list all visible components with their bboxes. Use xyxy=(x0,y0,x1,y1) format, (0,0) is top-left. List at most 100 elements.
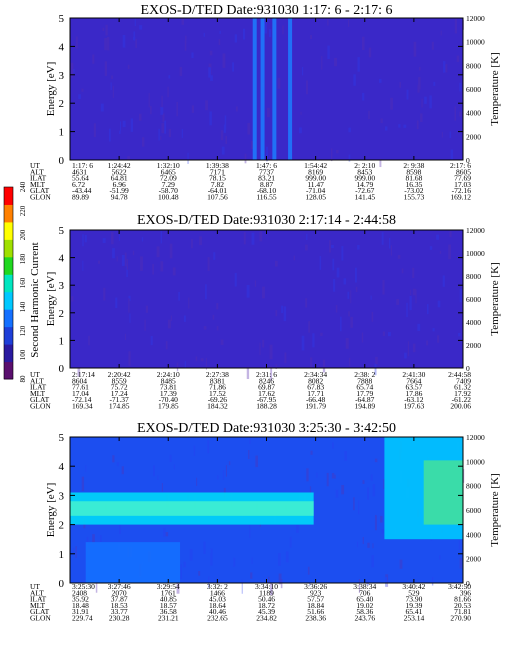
texture-streak xyxy=(224,115,227,130)
colorbar-label: Second Harmonic Current xyxy=(29,242,41,357)
texture-streak xyxy=(396,299,400,305)
texture-streak xyxy=(382,280,385,295)
colorbar-segment xyxy=(4,274,13,293)
texture-streak xyxy=(299,127,302,134)
ephemeris-value: -72.67 xyxy=(355,186,375,195)
texture-streak xyxy=(121,254,125,266)
y2-tick-label: 10000 xyxy=(466,457,485,466)
ephemeris-value: 73.81 xyxy=(160,383,177,392)
texture-streak xyxy=(121,466,124,475)
texture-streak xyxy=(284,352,287,364)
ephemeris-value: 16.35 xyxy=(405,180,422,189)
ephemeris-value: 67.83 xyxy=(307,383,324,392)
texture-streak xyxy=(77,367,81,377)
texture-streak xyxy=(223,124,226,133)
texture-streak xyxy=(126,259,129,270)
texture-streak xyxy=(152,263,154,275)
texture-streak xyxy=(205,284,207,300)
spectrogram-background xyxy=(70,230,463,368)
texture-streak xyxy=(387,332,391,337)
texture-streak xyxy=(167,319,171,329)
y2-tick-label: 10000 xyxy=(466,249,485,258)
texture-streak xyxy=(99,534,102,545)
texture-streak xyxy=(385,577,388,587)
intensity-band xyxy=(423,460,463,525)
intensity-spike xyxy=(252,18,257,160)
colorbar-segment xyxy=(4,239,13,258)
texture-streak xyxy=(176,362,179,372)
y2-tick-label: 6000 xyxy=(466,295,481,304)
texture-streak xyxy=(251,557,253,564)
texture-streak xyxy=(331,472,335,479)
colorbar-tick-label: 180 xyxy=(19,253,27,264)
y2-tick-label: 2000 xyxy=(466,555,481,564)
texture-streak xyxy=(210,553,213,566)
y-tick-label: 3 xyxy=(59,280,65,292)
texture-streak xyxy=(399,82,402,88)
texture-streak xyxy=(347,291,350,299)
texture-streak xyxy=(82,234,84,247)
texture-streak xyxy=(111,75,113,79)
ephemeris-value: 3:27:46 xyxy=(108,582,131,591)
texture-streak xyxy=(427,304,429,315)
ephemeris-value: 3:32: 2 xyxy=(207,582,228,591)
texture-streak xyxy=(97,260,100,264)
texture-streak xyxy=(250,572,253,579)
texture-streak xyxy=(181,18,184,25)
y-tick-label: 2 xyxy=(59,98,65,110)
texture-streak xyxy=(198,570,201,576)
texture-streak xyxy=(75,546,77,558)
colorbar-segment xyxy=(4,326,13,345)
ephemeris-value: -71.37 xyxy=(109,395,129,404)
texture-streak xyxy=(81,88,84,92)
panel-title: EXOS-D/TED Date:931030 1:17: 6 - 2:17: 6 xyxy=(141,3,393,18)
texture-streak xyxy=(267,576,270,584)
y-tick-label: 3 xyxy=(59,490,65,502)
colorbar-segment xyxy=(4,187,13,205)
texture-streak xyxy=(285,551,289,563)
ephemeris-value: 2:17: 6 xyxy=(450,161,471,170)
texture-streak xyxy=(225,465,228,477)
ephemeris-value: -64.87 xyxy=(355,395,375,404)
ephemeris-value: 3:29:54 xyxy=(157,582,180,591)
ephemeris-value: 33.77 xyxy=(111,607,128,616)
panel-2: EXOS-D/TED Date:931030 2:17:14 - 2:44:58… xyxy=(30,213,501,411)
texture-streak xyxy=(208,576,210,588)
ephemeris-value: 169.12 xyxy=(450,193,471,202)
texture-streak xyxy=(78,94,81,100)
ephemeris-value: 8453 xyxy=(357,167,372,176)
colorbar: 80 100 120 140 160 180 200 220 240 Second Harmoni… xyxy=(3,181,41,383)
texture-streak xyxy=(178,291,180,301)
ephemeris-value: -61.22 xyxy=(452,395,472,404)
ephemeris-value: 72.09 xyxy=(160,174,177,183)
ephemeris-value: 1466 xyxy=(210,588,225,597)
texture-streak xyxy=(173,464,175,470)
texture-streak xyxy=(370,474,373,481)
y2-axis-label: Temperature [K] xyxy=(489,262,501,335)
texture-streak xyxy=(357,57,360,72)
colorbar-segment xyxy=(4,204,13,223)
texture-streak xyxy=(209,111,212,126)
ephemeris-value: 65.41 xyxy=(405,607,422,616)
ephemeris-value: -63.12 xyxy=(404,395,424,404)
texture-streak xyxy=(133,31,136,41)
texture-streak xyxy=(262,286,265,299)
ephemeris-value: 8169 xyxy=(308,167,323,176)
texture-streak xyxy=(209,50,213,56)
texture-streak xyxy=(168,75,171,79)
texture-streak xyxy=(450,149,454,161)
texture-streak xyxy=(184,361,186,368)
texture-streak xyxy=(212,314,215,320)
ephemeris-value: 1:17: 6 xyxy=(72,161,93,170)
y-tick-label: 1 xyxy=(59,127,65,139)
ephemeris-value: 1:32:10 xyxy=(157,161,180,170)
ephemeris-value: 2408 xyxy=(72,588,87,597)
texture-streak xyxy=(375,356,378,365)
y2-tick-label: 10000 xyxy=(466,38,485,47)
texture-streak xyxy=(220,130,224,141)
ephemeris-value: 40.85 xyxy=(160,595,177,604)
texture-streak xyxy=(270,582,273,596)
texture-streak xyxy=(161,95,163,108)
texture-streak xyxy=(129,313,131,323)
ephemeris-value: 174.85 xyxy=(109,402,130,411)
